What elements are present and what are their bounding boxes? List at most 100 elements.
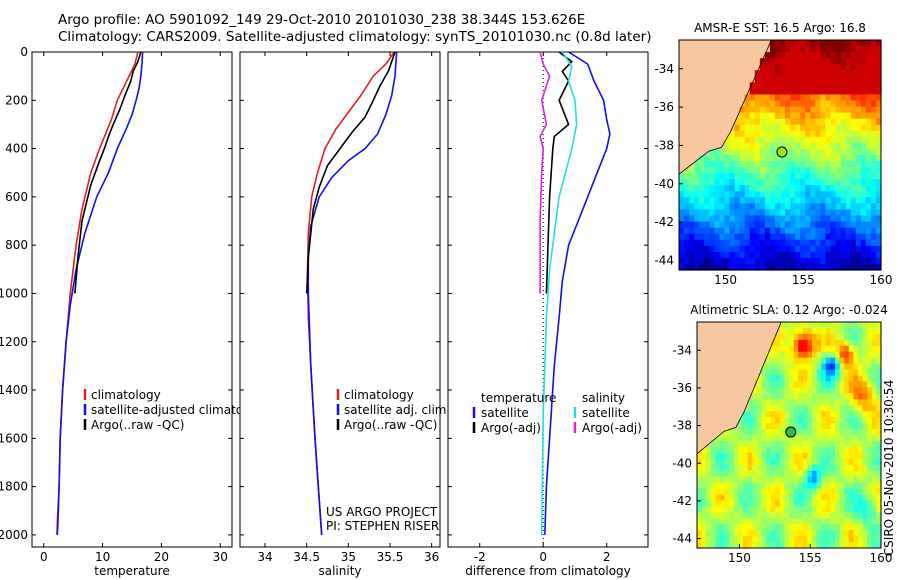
sla_map-cell xyxy=(733,518,739,525)
sst_map-cell xyxy=(870,233,877,241)
sla_map-cell xyxy=(844,536,850,543)
sst_map-cell xyxy=(714,100,720,108)
sla_map-cell xyxy=(779,381,785,389)
sst_map-cell xyxy=(875,100,882,108)
sla_map-cell xyxy=(733,446,739,454)
sst_map-cell xyxy=(749,82,756,90)
sst_map-cell xyxy=(749,185,756,192)
sla_map-cell xyxy=(835,405,841,412)
sla_map-cell xyxy=(775,345,781,353)
sla_map-cell xyxy=(720,440,726,448)
sla_map-cell xyxy=(738,369,744,377)
sst_map-cell xyxy=(835,76,842,83)
sst_map-cell xyxy=(689,221,695,229)
sst_map-cell xyxy=(785,173,791,180)
sla_map-cell xyxy=(724,500,730,507)
sla_map-cell xyxy=(733,536,739,543)
sst_map-cell xyxy=(805,52,811,59)
sst_map-cell xyxy=(860,185,867,192)
sst_map-cell xyxy=(734,245,741,253)
sla_map-cell xyxy=(876,381,882,389)
sst_map-cell xyxy=(769,100,776,108)
sst_map-cell xyxy=(724,185,731,192)
sla_map-ytick-label: -40 xyxy=(672,456,692,470)
sst_map-cell xyxy=(729,245,736,253)
sst_map-cell xyxy=(870,173,877,180)
figure-title-line-2: Climatology: CARS2009. Satellite-adjuste… xyxy=(58,29,652,45)
sst_map-cell xyxy=(795,191,801,198)
sla_map-cell xyxy=(789,524,795,531)
sst_map-cell xyxy=(860,88,867,96)
sst_map-cell xyxy=(870,82,877,90)
sst_map-cell xyxy=(850,94,857,102)
sst_map-cell xyxy=(709,82,715,90)
sst_map-cell xyxy=(704,161,710,168)
sla_map-cell xyxy=(853,524,859,531)
sla_map-cell xyxy=(710,411,716,418)
sst_map-cell xyxy=(870,227,877,235)
sla_map-cell xyxy=(738,375,744,383)
sst_map-cell xyxy=(724,161,731,168)
sst_map-cell xyxy=(795,185,801,192)
sst_map-cell xyxy=(790,161,796,168)
sla_map-cell xyxy=(724,399,730,406)
sst_map-cell xyxy=(704,251,710,259)
sst_map-cell xyxy=(790,215,796,223)
sst_map-cell xyxy=(860,100,867,108)
sla_map-cell xyxy=(839,482,845,490)
sla_map-cell xyxy=(802,494,808,502)
sst_map-cell xyxy=(699,76,705,83)
sla_map-cell xyxy=(738,417,744,424)
sla_map-cell xyxy=(876,542,882,549)
sla_map-cell xyxy=(830,435,836,442)
sst_map-cell xyxy=(704,64,710,71)
sla_map-cell xyxy=(789,452,795,460)
sla_map-cell xyxy=(848,524,854,531)
sst_map-cell xyxy=(845,167,852,174)
sla_map-cell xyxy=(816,417,822,424)
sla_map-cell xyxy=(876,518,882,525)
sst_map-ytick-label: -44 xyxy=(654,253,674,267)
sst_map-cell xyxy=(774,118,781,126)
sst_map-cell xyxy=(795,257,801,265)
sst_map-cell xyxy=(714,215,720,223)
sla_map-cell xyxy=(816,488,822,496)
sst_map-cell xyxy=(704,221,710,229)
sla_map-cell xyxy=(724,506,730,513)
sla_map-cell xyxy=(871,530,877,537)
sst_map-cell xyxy=(785,52,791,59)
sst_map-cell xyxy=(815,257,821,265)
sst_map-cell xyxy=(754,221,761,229)
sla_map-cell xyxy=(830,440,836,448)
sla_map-cell xyxy=(701,536,707,543)
sst_map-cell xyxy=(734,161,741,168)
sst_map-cell xyxy=(795,70,801,77)
sla_map-cell xyxy=(756,369,762,377)
sst_map-cell xyxy=(800,257,806,265)
sla_map-cell xyxy=(876,333,882,341)
difference-series-temperature-satellite xyxy=(544,51,611,535)
sla_map-cell xyxy=(871,429,877,436)
sst_map-cell xyxy=(744,233,751,241)
sla_map-cell xyxy=(724,446,730,454)
sst_map-cell xyxy=(739,58,746,65)
sst_map-cell xyxy=(780,58,786,65)
sst_map-cell xyxy=(865,251,872,259)
sst_map-cell xyxy=(855,251,862,259)
sst_map-cell xyxy=(734,215,741,223)
sla_map-cell xyxy=(738,452,744,460)
sla_map-cell xyxy=(848,423,854,430)
sla_map-cell xyxy=(738,387,744,394)
sla_map-cell xyxy=(802,440,808,448)
sst_map-cell xyxy=(870,136,877,144)
sla_map-cell xyxy=(710,446,716,454)
sst_map-cell xyxy=(734,239,741,247)
sla_map-cell xyxy=(825,464,831,472)
sst_map-cell xyxy=(734,52,741,59)
sla_map-cell xyxy=(876,452,882,460)
sst_map-cell xyxy=(759,88,766,96)
sst_map-cell xyxy=(684,185,690,192)
sst_map-cell xyxy=(679,76,685,83)
sst_map-cell xyxy=(870,112,877,120)
